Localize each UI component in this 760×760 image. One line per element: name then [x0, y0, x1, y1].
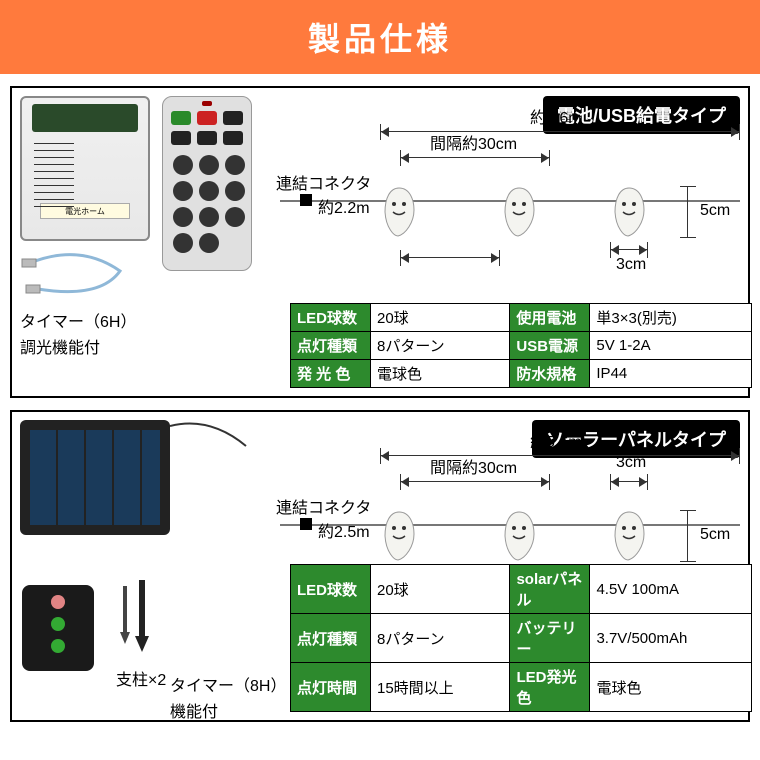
total-length-label: 約5.6m [530, 428, 582, 452]
table-row: LED球数20球solarパネル4.5V 100mA [291, 565, 752, 614]
controller-box-icon [22, 585, 94, 671]
battery-brand-label: 電光ホーム [40, 203, 130, 219]
spec-table: LED球数20球使用電池単3×3(別売) 点灯種類8パターンUSB電源5V 1-… [290, 303, 752, 388]
timer-label-2: 調光機能付 [20, 334, 136, 358]
remote-icon [162, 96, 252, 271]
total-length-label: 約5.6m [530, 104, 582, 128]
table-row: 発 光 色電球色防水規格IP44 [291, 360, 752, 388]
timer-label-1: タイマー（8H） [170, 672, 300, 696]
table-row: LED球数20球使用電池単3×3(別売) [291, 304, 752, 332]
solar-panel-icon [20, 420, 170, 535]
spacing-label: 間隔約30cm [430, 454, 517, 478]
spec-table: LED球数20球solarパネル4.5V 100mA 点灯種類8パターンバッテリ… [290, 564, 752, 712]
stake-label: 支柱×2 [116, 666, 166, 690]
stake-icon [130, 580, 154, 660]
height-dim [680, 510, 696, 562]
ghost-icon [610, 186, 648, 238]
page-title: 製品仕様 [0, 0, 760, 74]
spacing-arrow-bottom [400, 250, 500, 266]
panel-battery-usb: 電池/USB給電タイプ 電光ホーム タイマー（6H） 調光機能付 [10, 86, 750, 398]
connector-distance: 約2.2m [318, 194, 370, 218]
timer-label-1: タイマー（6H） [20, 308, 136, 332]
ghost-icon [500, 186, 538, 238]
height-label: 5cm [700, 202, 730, 220]
ghost-icon [380, 186, 418, 238]
ghost-icon [380, 510, 418, 562]
width-dim [610, 474, 648, 490]
connector-icon [300, 518, 312, 530]
string-diagram: 連結コネクタ 約2.2m 約5.6m 間隔約30cm 5cm 3cm [280, 130, 740, 280]
ghost-icon [610, 510, 648, 562]
panel-solar: ソーラーパネルタイプ 支柱×2 タイマー（8H） 機能付 連結コネクタ 約2.5… [10, 410, 750, 722]
connector-label: 連結コネクタ [276, 170, 371, 194]
connector-label: 連結コネクタ [276, 494, 371, 518]
connector-icon [300, 194, 312, 206]
solar-wire-icon [170, 420, 250, 450]
battery-box-icon: 電光ホーム [20, 96, 150, 241]
connector-distance: 約2.5m [318, 518, 370, 542]
table-row: 点灯時間15時間以上LED発光色電球色 [291, 663, 752, 712]
timer-label-2: 機能付 [170, 698, 300, 722]
table-row: 点灯種類8パターンバッテリー3.7V/500mAh [291, 614, 752, 663]
spacing-label: 間隔約30cm [430, 130, 517, 154]
table-row: 点灯種類8パターンUSB電源5V 1-2A [291, 332, 752, 360]
height-dim [680, 186, 696, 238]
height-label: 5cm [700, 526, 730, 544]
width-label: 3cm [616, 454, 646, 472]
ghost-icon [500, 510, 538, 562]
left-devices: 電光ホーム タイマー（6H） 調光機能付 [20, 96, 280, 271]
usb-cable-icon [20, 251, 140, 301]
left-devices: 支柱×2 タイマー（8H） 機能付 [20, 420, 280, 535]
width-label: 3cm [616, 256, 646, 274]
